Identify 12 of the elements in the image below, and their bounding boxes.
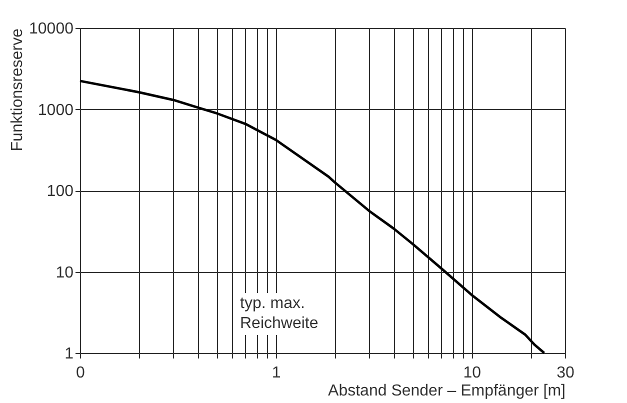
annotation: typ. max. Reichweite [240, 295, 318, 332]
x-axis-title: Abstand Sender – Empfänger [m] [328, 382, 566, 400]
x-tick-label: 1 [272, 364, 281, 382]
y-tick-label: 100 [46, 183, 74, 200]
y-axis-title: Funktionsreserve [9, 28, 26, 152]
x-tick-label: 10 [463, 364, 482, 382]
x-tick-label: 0 [76, 364, 86, 382]
y-tick-label: 1000 [38, 102, 74, 119]
y-tick-label: 10 [56, 264, 74, 282]
y-tick-label: 10000 [29, 20, 74, 38]
y-tick-label: 1 [64, 346, 74, 362]
x-tick-label: 30 [556, 364, 574, 382]
